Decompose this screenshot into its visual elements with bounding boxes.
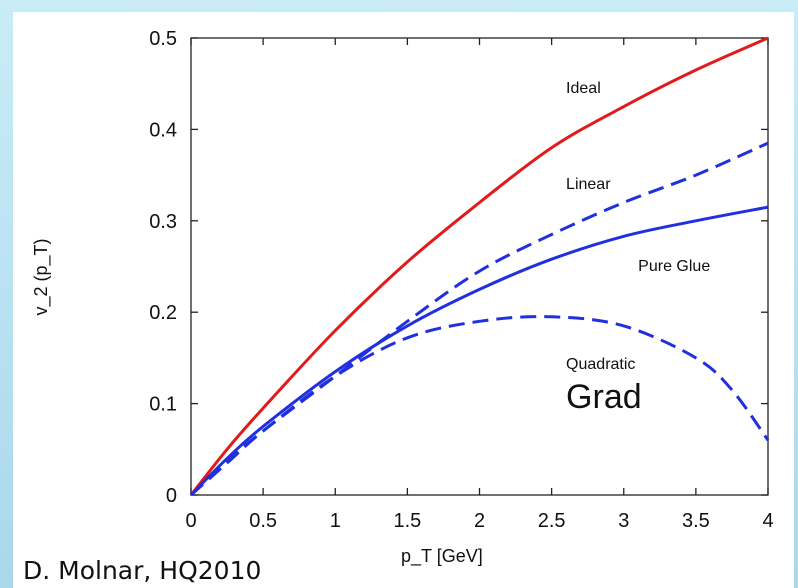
x-tick-label: 4 <box>762 510 773 532</box>
x-tick-label: 3.5 <box>682 510 710 532</box>
plot-area: 0 0.5 1 1.5 2 2.5 3 3.5 4 0 0.1 0.2 0.3 0.4 0.5 Ideal Li… <box>149 28 773 532</box>
curve-label-quadratic: Quadratic <box>566 356 635 373</box>
y-tick-label: 0.2 <box>149 302 177 324</box>
series-line-pure-glue <box>189 205 769 497</box>
y-tick-label: 0.5 <box>149 28 177 50</box>
x-tick-label: 3 <box>618 510 629 532</box>
y-tick-label: 0.3 <box>149 211 177 233</box>
x-axis-title: p_T [GeV] <box>401 546 483 567</box>
y-tick-label: 0.4 <box>149 119 177 141</box>
x-tick-label: 1 <box>330 510 341 532</box>
curve-label-linear: Linear <box>566 176 611 193</box>
credit-text: D. Molnar, HQ2010 <box>23 556 261 585</box>
curve-label-grad: Grad <box>566 378 642 416</box>
curve-label-ideal: Ideal <box>566 80 601 97</box>
chart: 0 0.5 1 1.5 2 2.5 3 3.5 4 0 0.1 0.2 0.3 0.4 0.5 Ideal Li… <box>23 28 774 585</box>
y-tick-label: 0 <box>166 485 177 507</box>
x-tick-label: 0.5 <box>249 510 277 532</box>
y-tick-label: 0.1 <box>149 394 177 416</box>
x-tick-label: 2 <box>474 510 485 532</box>
series-line-linear <box>189 141 769 497</box>
curve-label-pure-glue: Pure Glue <box>638 258 710 275</box>
series-line-ideal <box>189 36 769 496</box>
x-tick-label: 0 <box>185 510 196 532</box>
figure-panel: 0 0.5 1 1.5 2 2.5 3 3.5 4 0 0.1 0.2 0.3 0.4 0.5 Ideal Li… <box>13 12 794 588</box>
x-tick-label: 1.5 <box>393 510 421 532</box>
series-line-quadratic-grad <box>190 315 770 497</box>
y-axis-title: v_2 (p_T) <box>31 238 52 315</box>
x-tick-label: 2.5 <box>538 510 566 532</box>
